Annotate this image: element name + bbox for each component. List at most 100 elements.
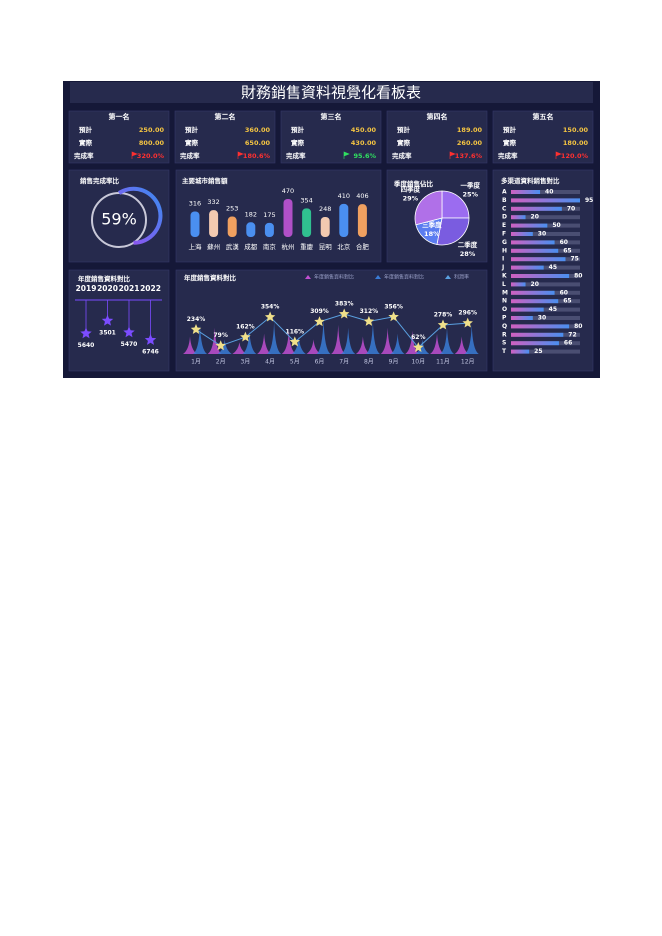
card-value: 800.00 <box>139 139 165 147</box>
card-label: 完成率 <box>74 151 94 160</box>
bar <box>264 222 274 237</box>
bar <box>511 349 530 354</box>
x-tick-label: 7月 <box>339 359 349 366</box>
bar-label: 410 <box>338 192 350 200</box>
pie-slice <box>441 190 470 219</box>
star-marker <box>338 308 350 319</box>
card-value: 150.00 <box>563 126 589 134</box>
card-label: 完成率 <box>180 151 200 160</box>
star-marker <box>264 311 276 322</box>
y-tick-label: M <box>502 289 508 296</box>
x-tick-label: 9月 <box>389 359 399 366</box>
x-tick-label: 武漢 <box>226 242 240 251</box>
bar-track <box>511 316 580 320</box>
bar-track <box>511 307 580 312</box>
bar-label: 175 <box>263 211 275 219</box>
card-value: 137.6% <box>455 152 483 160</box>
bar-label: 50 <box>552 222 560 229</box>
star-marker <box>123 326 135 338</box>
donut-label: 59% <box>101 210 137 229</box>
panel <box>280 110 382 164</box>
flag-icon <box>237 151 244 159</box>
panel <box>68 110 170 164</box>
value-label: 234% <box>187 316 206 323</box>
y-tick-label: R <box>502 331 507 338</box>
x-tick-label: 南京 <box>263 242 277 251</box>
card-rank: 第一名 <box>109 112 130 121</box>
value-label: 116% <box>286 328 305 335</box>
x-tick-label: 重慶 <box>300 242 314 251</box>
y-tick-label: F <box>502 231 506 238</box>
card-value: 260.00 <box>457 139 483 147</box>
x-tick-label: 11月 <box>436 359 450 366</box>
flag-icon <box>343 151 350 159</box>
profit-line <box>195 313 468 349</box>
bar <box>511 332 564 337</box>
bar <box>302 208 312 237</box>
bar <box>511 290 555 295</box>
bar-label: 20 <box>531 281 539 288</box>
card-value: 180.6% <box>243 152 271 160</box>
star-marker <box>240 331 251 342</box>
star-marker <box>413 342 424 352</box>
bar <box>339 203 349 237</box>
card-rank: 第五名 <box>533 112 554 121</box>
x-tick-label: 蘇州 <box>207 242 220 251</box>
x-tick-label: 昆明 <box>319 243 333 251</box>
area-spike <box>281 330 296 354</box>
card-label: 預計 <box>79 125 93 134</box>
pie-label: 25% <box>463 191 479 199</box>
pie-label: 29% <box>403 194 419 202</box>
area-spike <box>217 339 232 354</box>
flag-icon <box>449 151 456 159</box>
chart-title: 主要城市銷售額 <box>182 176 228 185</box>
card-value: 320.0% <box>137 152 165 160</box>
chart-title: 銷售完成率比 <box>80 176 120 185</box>
area-spike <box>316 319 331 354</box>
area-spike <box>242 330 257 354</box>
y-tick-label: N <box>502 298 507 305</box>
card-label: 實際 <box>185 138 199 147</box>
chart-title: 季度銷售佔比 <box>393 179 434 188</box>
bar-label: 182 <box>245 210 257 218</box>
bar <box>209 210 219 237</box>
bar <box>320 216 330 237</box>
bar-track <box>511 232 580 236</box>
panel <box>386 110 488 164</box>
panel <box>492 169 594 372</box>
bar <box>511 240 555 245</box>
y-tick-label: S <box>502 340 506 347</box>
area-spike <box>291 336 306 354</box>
area-spike <box>232 342 247 354</box>
chart-title: 多渠道資料銷售對比 <box>501 176 560 185</box>
area-spike <box>355 336 370 354</box>
area-spike <box>207 327 222 354</box>
value-label: 383% <box>335 301 354 308</box>
x-tick-label: 8月 <box>364 359 374 366</box>
bar <box>357 204 367 237</box>
dashboard-title: 財務銷售資料視覺化看板表 <box>241 84 421 102</box>
x-tick-label: 合肥 <box>356 242 370 251</box>
card-rank: 第二名 <box>215 112 236 121</box>
area-spike <box>390 333 405 354</box>
x-tick-label: 2月 <box>216 359 226 366</box>
area-spike <box>430 333 444 354</box>
value-label: 312% <box>360 308 379 315</box>
chart-title: 年度銷售資料對比 <box>78 274 131 283</box>
value-label: 62% <box>411 334 425 341</box>
bar-label: 75 <box>570 256 578 263</box>
x-tick-label: 2019 <box>76 284 97 293</box>
value-label: 278% <box>434 311 453 318</box>
title-bar <box>70 82 593 103</box>
x-tick-label: 上海 <box>189 242 203 251</box>
bar <box>511 215 526 220</box>
area-spike <box>380 327 395 354</box>
bar <box>511 341 559 346</box>
bar-label: 60 <box>560 289 568 296</box>
legend-label: 年度銷售資料對比 <box>384 274 424 281</box>
area-spike <box>341 327 356 354</box>
x-tick-label: 2021 <box>119 284 140 293</box>
card-value: 450.00 <box>351 126 377 134</box>
card-label: 實際 <box>79 138 93 147</box>
